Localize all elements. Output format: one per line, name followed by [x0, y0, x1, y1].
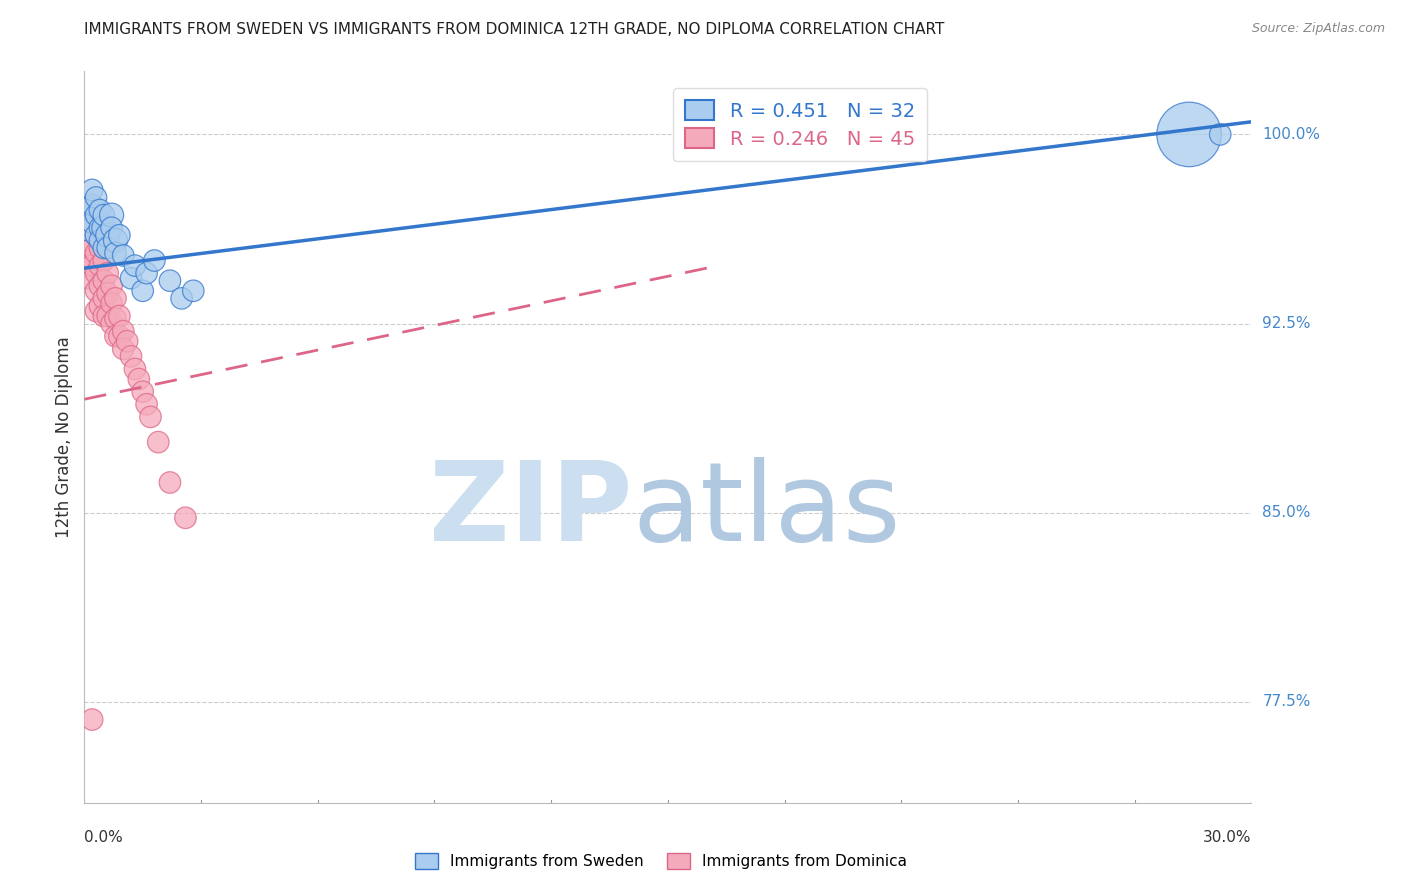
- Point: [1209, 128, 1232, 142]
- Point: [77, 223, 100, 237]
- Point: [84, 304, 107, 318]
- Point: [100, 296, 122, 310]
- Point: [77, 233, 100, 247]
- Point: [124, 259, 146, 273]
- Point: [159, 274, 181, 288]
- Text: 85.0%: 85.0%: [1263, 505, 1310, 520]
- Point: [82, 198, 104, 212]
- Point: [84, 208, 107, 222]
- Point: [104, 233, 127, 247]
- Point: [104, 311, 127, 326]
- Text: 92.5%: 92.5%: [1263, 316, 1310, 331]
- Point: [89, 220, 111, 235]
- Point: [112, 342, 135, 356]
- Point: [89, 259, 111, 273]
- Point: [97, 266, 120, 280]
- Text: 30.0%: 30.0%: [1204, 830, 1251, 845]
- Point: [82, 259, 104, 273]
- Point: [93, 309, 115, 323]
- Point: [135, 266, 157, 280]
- Point: [148, 435, 170, 450]
- Point: [89, 233, 111, 247]
- Point: [97, 286, 120, 301]
- Point: [1178, 128, 1201, 142]
- Point: [181, 284, 204, 298]
- Point: [97, 241, 120, 255]
- Point: [82, 198, 104, 212]
- Point: [84, 284, 107, 298]
- Point: [89, 278, 111, 293]
- Text: 77.5%: 77.5%: [1263, 694, 1310, 709]
- Point: [104, 329, 127, 343]
- Point: [93, 220, 115, 235]
- Text: atlas: atlas: [633, 457, 901, 564]
- Point: [104, 291, 127, 305]
- Legend: Immigrants from Sweden, Immigrants from Dominica: Immigrants from Sweden, Immigrants from …: [409, 847, 912, 875]
- Point: [143, 253, 166, 268]
- Text: 100.0%: 100.0%: [1263, 127, 1320, 142]
- Point: [135, 397, 157, 411]
- Point: [82, 241, 104, 255]
- Point: [89, 241, 111, 255]
- Point: [82, 713, 104, 727]
- Point: [82, 183, 104, 197]
- Point: [84, 228, 107, 243]
- Point: [77, 253, 100, 268]
- Point: [159, 475, 181, 490]
- Point: [93, 241, 115, 255]
- Point: [100, 278, 122, 293]
- Point: [139, 409, 162, 424]
- Point: [97, 309, 120, 323]
- Point: [120, 350, 142, 364]
- Point: [93, 274, 115, 288]
- Point: [84, 190, 107, 204]
- Point: [128, 372, 150, 386]
- Point: [93, 291, 115, 305]
- Point: [100, 208, 122, 222]
- Point: [82, 220, 104, 235]
- Y-axis label: 12th Grade, No Diploma: 12th Grade, No Diploma: [55, 336, 73, 538]
- Point: [77, 201, 100, 215]
- Point: [93, 208, 115, 222]
- Point: [108, 228, 131, 243]
- Point: [93, 253, 115, 268]
- Point: [77, 271, 100, 285]
- Point: [89, 299, 111, 313]
- Point: [112, 324, 135, 338]
- Point: [115, 334, 138, 349]
- Point: [84, 246, 107, 260]
- Legend: R = 0.451   N = 32, R = 0.246   N = 45: R = 0.451 N = 32, R = 0.246 N = 45: [673, 88, 927, 161]
- Point: [100, 317, 122, 331]
- Point: [112, 248, 135, 262]
- Point: [120, 271, 142, 285]
- Point: [170, 291, 193, 305]
- Text: IMMIGRANTS FROM SWEDEN VS IMMIGRANTS FROM DOMINICA 12TH GRADE, NO DIPLOMA CORREL: IMMIGRANTS FROM SWEDEN VS IMMIGRANTS FRO…: [84, 22, 945, 37]
- Point: [82, 216, 104, 230]
- Point: [132, 284, 155, 298]
- Point: [108, 309, 131, 323]
- Point: [89, 203, 111, 218]
- Point: [84, 266, 107, 280]
- Point: [84, 228, 107, 243]
- Point: [108, 329, 131, 343]
- Text: ZIP: ZIP: [429, 457, 633, 564]
- Text: Source: ZipAtlas.com: Source: ZipAtlas.com: [1251, 22, 1385, 36]
- Point: [124, 362, 146, 376]
- Point: [104, 246, 127, 260]
- Point: [100, 220, 122, 235]
- Point: [77, 216, 100, 230]
- Point: [132, 384, 155, 399]
- Point: [97, 228, 120, 243]
- Text: 0.0%: 0.0%: [84, 830, 124, 845]
- Point: [174, 510, 197, 524]
